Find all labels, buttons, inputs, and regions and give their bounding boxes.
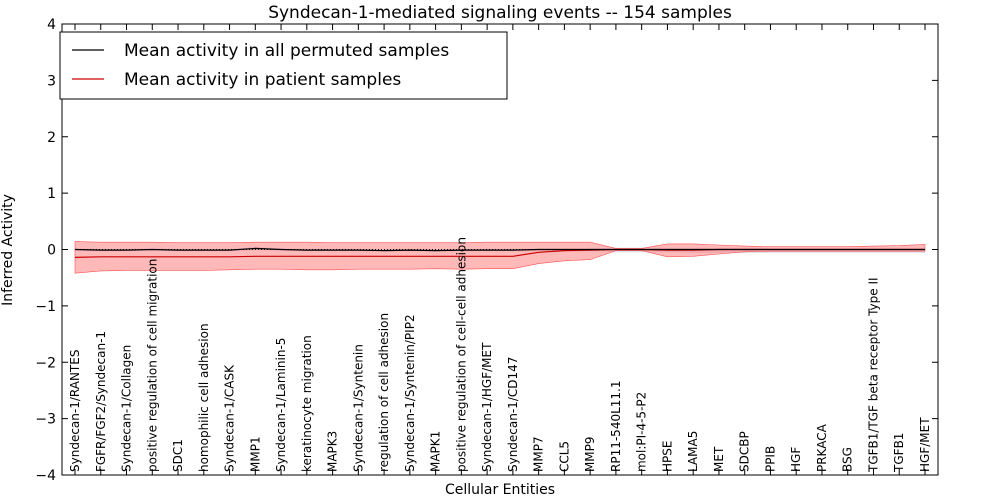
x-category-label: Syndecan-1/Laminin-5	[274, 338, 288, 472]
y-tick-label: −4	[35, 468, 56, 484]
x-category-label: MAPK1	[429, 431, 443, 472]
x-category-label: TGFB1	[892, 433, 906, 473]
x-category-label: FGFR/FGF2/Syndecan-1	[94, 331, 108, 472]
x-category-label: Syndecan-1/HGF/MET	[480, 342, 494, 472]
legend-label-2: Mean activity in patient samples	[124, 70, 401, 90]
x-category-label: Syndecan-1/RANTES	[68, 350, 82, 472]
x-category-label: TGFB1/TGF beta receptor Type II	[867, 277, 881, 473]
x-category-label: Syndecan-1/Collagen	[120, 345, 134, 472]
y-tick-label: −1	[35, 299, 56, 315]
x-category-label: regulation of cell adhesion	[377, 313, 391, 472]
x-category-label: PRKACA	[815, 423, 829, 472]
series-line-1	[74, 247, 925, 252]
x-category-label: MMP1	[248, 436, 262, 472]
x-category-label: MET	[712, 446, 726, 472]
x-category-label: HPSE	[660, 441, 674, 472]
x-category-label: positive regulation of cell migration	[145, 259, 159, 472]
y-tick-label: 0	[47, 243, 56, 259]
x-category-label: MAPK3	[326, 431, 340, 472]
legend-label-1: Mean activity in all permuted samples	[124, 41, 449, 61]
x-category-label: Syndecan-1/CASK	[223, 364, 237, 472]
legend: Mean activity in all permuted samples Mea…	[59, 31, 508, 100]
x-category-label: Syndecan-1/Syntenin	[351, 344, 365, 472]
x-category-label: LAMA5	[686, 431, 700, 472]
plot-area	[74, 241, 926, 274]
y-tick-label: 3	[47, 73, 56, 89]
x-category-label: Syndecan-1/CD147	[506, 357, 520, 472]
y-tick-label: 4	[47, 17, 56, 33]
x-category-label: PPIB	[764, 446, 778, 472]
y-tick-label: 2	[47, 130, 56, 146]
y-tick-label: 1	[47, 186, 56, 202]
x-category-label: BSG	[841, 447, 855, 472]
y-axis: −4 −3 −2 −1 0 1 2 3 4	[35, 17, 938, 484]
x-category-label: CCL5	[557, 441, 571, 472]
x-category-label: mol:PI-4-5-P2	[635, 392, 649, 472]
x-category-label: HGF	[789, 447, 803, 472]
y-tick-label: −2	[35, 355, 56, 371]
x-category-label: RP11-540L11.1	[609, 381, 623, 472]
x-category-label: Syndecan-1/Syntenin/PIP2	[403, 314, 417, 472]
x-category-label: SDCBP	[738, 431, 752, 472]
x-category-label: MMP7	[532, 436, 546, 472]
x-category-label: keratinocyte migration	[300, 335, 314, 472]
x-category-label: positive regulation of cell-cell adhesio…	[454, 237, 468, 472]
x-axis: Syndecan-1/RANTES FGFR/FGF2/Syndecan-1 Syn…	[68, 24, 932, 475]
x-category-label: HGF/MET	[918, 417, 932, 472]
x-axis-title: Cellular Entities	[445, 482, 555, 498]
x-category-label: homophilic cell adhesion	[197, 323, 211, 472]
legend-box	[59, 31, 508, 100]
chart-title: Syndecan-1-mediated signaling events -- …	[268, 3, 732, 23]
y-axis-title: Inferred Activity	[0, 194, 16, 306]
x-category-label: MMP9	[583, 436, 597, 472]
y-tick-label: −3	[35, 412, 56, 428]
x-category-label: SDC1	[171, 439, 185, 472]
